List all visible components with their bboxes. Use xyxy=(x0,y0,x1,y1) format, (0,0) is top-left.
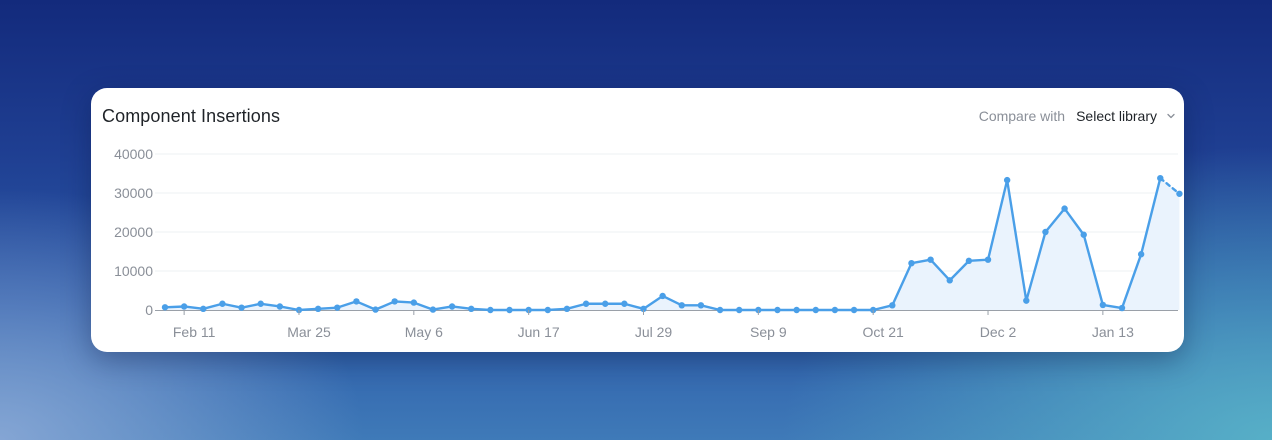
data-point xyxy=(812,306,819,314)
data-point xyxy=(429,306,437,313)
data-point xyxy=(1080,231,1087,238)
library-select-value: Select library xyxy=(1076,108,1157,124)
data-point xyxy=(1003,176,1011,184)
data-point xyxy=(487,306,494,314)
y-tick-label: 30000 xyxy=(114,185,153,201)
x-tick-label: Jul 29 xyxy=(635,324,673,340)
data-point xyxy=(200,305,207,313)
data-point xyxy=(602,300,609,307)
data-point xyxy=(716,306,724,314)
data-point xyxy=(1099,301,1107,309)
chart-card: Component Insertions Compare with Select… xyxy=(91,88,1184,352)
x-tick-label: May 6 xyxy=(405,324,443,340)
x-tick-label: Mar 25 xyxy=(287,324,331,340)
series-area xyxy=(165,178,1180,310)
data-point xyxy=(927,256,934,263)
data-point xyxy=(640,305,647,313)
y-tick-label: 10000 xyxy=(114,263,153,279)
library-select[interactable]: Select library xyxy=(1076,108,1176,124)
data-point xyxy=(984,256,992,263)
data-point xyxy=(678,302,685,309)
data-point xyxy=(889,302,896,309)
x-tick-label: Feb 11 xyxy=(173,324,216,340)
data-point xyxy=(219,300,226,307)
data-point xyxy=(238,304,245,311)
y-tick-label: 20000 xyxy=(114,224,153,240)
x-tick-label: Oct 21 xyxy=(863,324,904,340)
data-point xyxy=(468,305,475,313)
data-point xyxy=(353,298,360,305)
compare-control: Compare with Select library xyxy=(979,108,1176,124)
data-point xyxy=(276,303,284,310)
data-point xyxy=(314,305,322,313)
data-point xyxy=(774,306,781,314)
series-line-projection xyxy=(1159,176,1181,195)
data-point xyxy=(908,260,915,267)
x-tick-label: Sep 9 xyxy=(750,324,787,340)
data-point xyxy=(180,303,188,310)
data-point xyxy=(621,300,628,307)
data-point xyxy=(965,257,973,265)
data-point xyxy=(946,277,953,284)
compare-label: Compare with xyxy=(978,108,1066,124)
data-point xyxy=(410,299,418,306)
data-point xyxy=(1176,190,1183,197)
data-point xyxy=(506,306,513,314)
data-point xyxy=(544,306,551,314)
chevron-down-icon xyxy=(1167,113,1175,119)
insertions-chart: 0 10000 20000 30000 40000 Feb 11 Mar 25 May 6 Ju… xyxy=(114,146,1183,340)
data-point xyxy=(1023,297,1030,304)
y-tick-label: 40000 xyxy=(114,146,153,162)
data-point xyxy=(161,304,169,311)
data-point xyxy=(334,304,341,311)
data-point xyxy=(448,303,456,310)
data-point xyxy=(1118,304,1126,312)
chart-title: Component Insertions xyxy=(102,106,281,126)
data-point xyxy=(659,292,666,300)
data-point xyxy=(831,306,839,314)
data-point xyxy=(1061,205,1068,212)
x-tick-label: Jun 17 xyxy=(518,324,560,340)
data-point xyxy=(391,298,398,305)
x-tick-label: Jan 13 xyxy=(1092,324,1134,340)
data-point xyxy=(850,306,858,314)
data-point xyxy=(793,306,800,314)
data-point xyxy=(697,302,705,309)
y-tick-label: 0 xyxy=(145,302,153,318)
data-point xyxy=(372,306,379,313)
data-point xyxy=(1137,251,1145,258)
data-point xyxy=(1157,174,1164,182)
data-point xyxy=(582,300,590,307)
data-point xyxy=(1042,228,1049,236)
data-point xyxy=(257,300,264,307)
x-tick-label: Dec 2 xyxy=(980,324,1017,340)
data-point xyxy=(736,306,743,314)
data-point xyxy=(563,305,571,313)
